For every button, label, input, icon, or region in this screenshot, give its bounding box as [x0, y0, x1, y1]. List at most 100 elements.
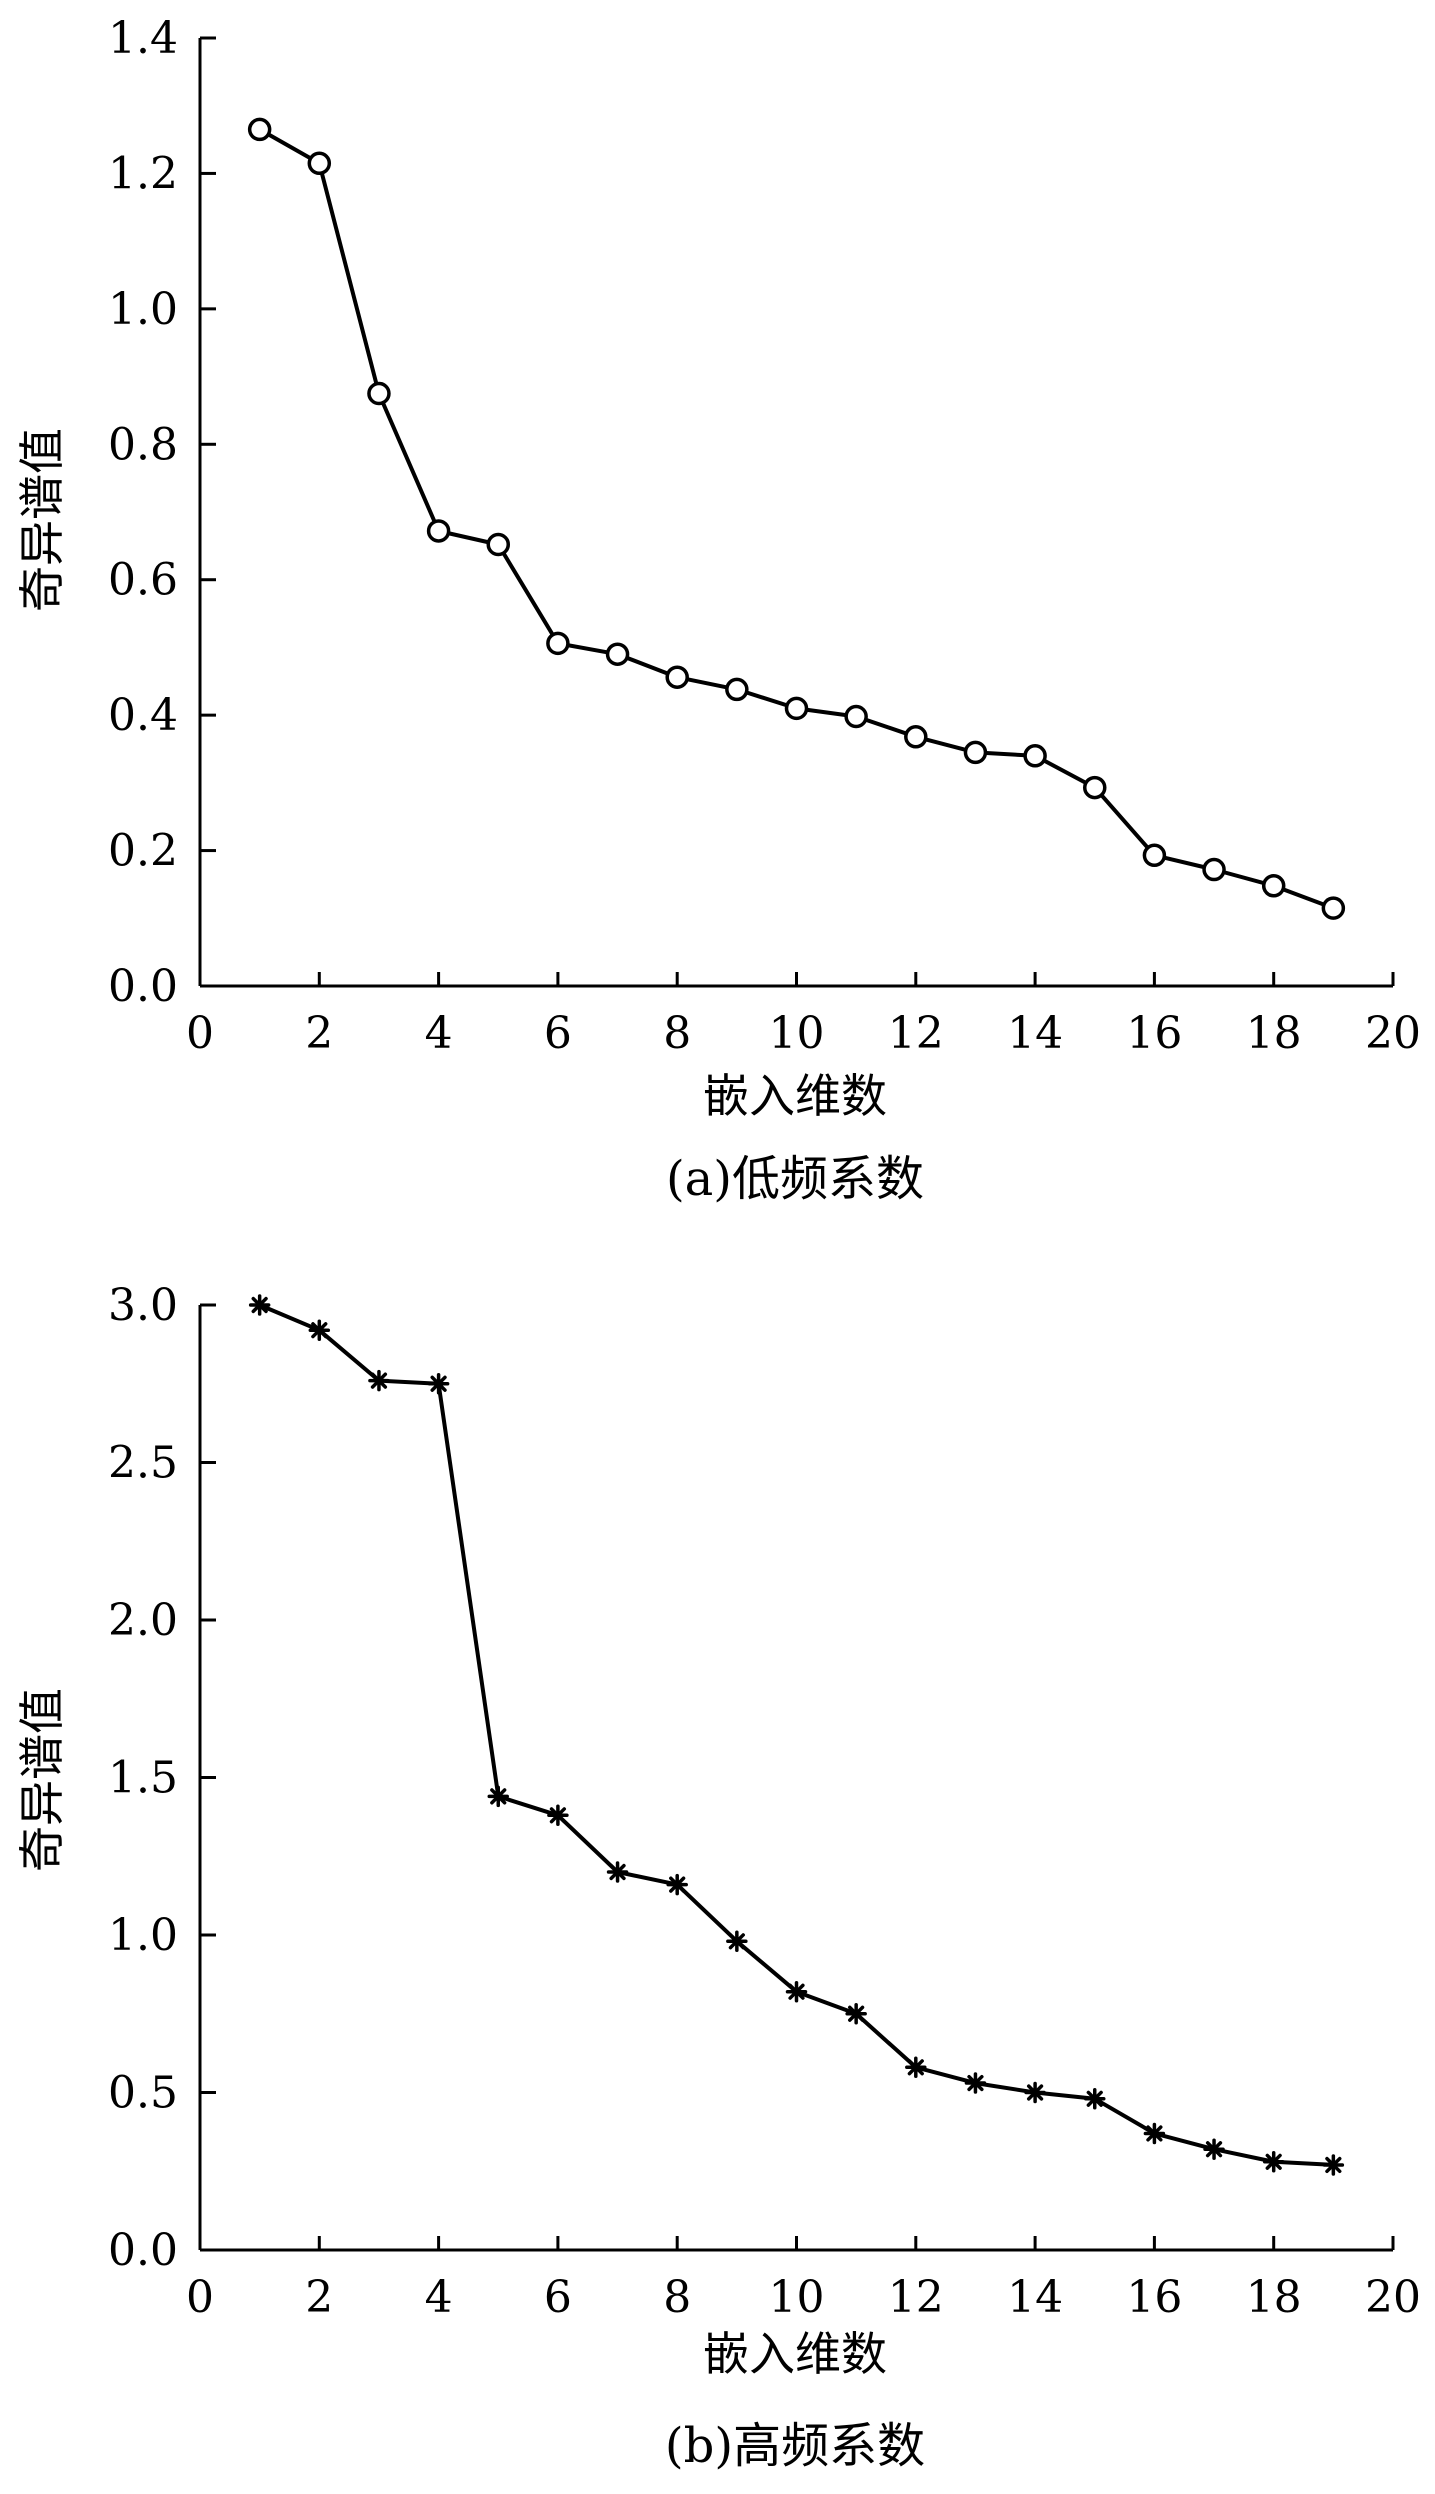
- data-point-circle: [1261, 874, 1286, 898]
- asterisk-stroke: [1086, 2090, 1103, 2107]
- x-tick-label: 16: [1126, 1008, 1182, 1059]
- asterisk-stroke: [430, 1375, 447, 1392]
- y-tick-label: 1.2: [108, 148, 178, 199]
- data-point-circle: [307, 151, 332, 176]
- y-tick-label: 0.2: [108, 826, 178, 877]
- data-point-asterisk: [487, 1785, 509, 1808]
- data-point-circle: [367, 381, 391, 406]
- data-point-asterisk: [1262, 2151, 1285, 2173]
- x-ticks: 0 2 4 6 8 10 12 14 16 18 20: [186, 2236, 1421, 2323]
- data-point-asterisk: [368, 1369, 390, 1392]
- x-tick-label: 6: [544, 1008, 572, 1059]
- asterisk-stroke: [728, 1933, 745, 1950]
- x-tick-label: 12: [888, 1008, 944, 1059]
- data-point-asterisk: [666, 1873, 688, 1896]
- chart-high-frequency: 0 2 4 6 8 10 12 14 16 18 20 0.00.51.01.52.02.53.0 …: [15, 1280, 1421, 2474]
- y-tick-label: 0.4: [108, 690, 178, 741]
- x-tick-label: 2: [305, 1008, 333, 1059]
- data-point-circle: [784, 696, 809, 721]
- asterisk-stroke: [609, 1863, 626, 1881]
- x-tick-label: 12: [888, 2272, 944, 2323]
- data-point-circle: [665, 665, 689, 689]
- data-point-asterisk: [248, 1294, 271, 1316]
- x-ticks: 0 2 4 6 8 10 12 14 16 18 20: [186, 972, 1421, 1059]
- series-line: [258, 127, 1335, 910]
- data-point-circle: [904, 725, 928, 749]
- data-point-asterisk: [606, 1861, 629, 1883]
- y-tick-label: 0.0: [108, 961, 178, 1012]
- y-ticks: 0.0 0.5 1.0 1.5 2.0 2.5 3.0: [108, 1280, 216, 2276]
- asterisk-stroke: [1026, 2084, 1044, 2101]
- data-point-circle: [1321, 896, 1346, 920]
- data-point-asterisk: [1084, 2088, 1106, 2110]
- data-point-asterisk: [427, 1373, 450, 1395]
- series-markers: [248, 1294, 1345, 2176]
- asterisk-stroke: [490, 1788, 507, 1805]
- x-tick-label: 10: [769, 2272, 825, 2323]
- x-axis-label: 嵌入维数: [703, 2327, 887, 2381]
- y-tick-label: 0.5: [108, 2068, 178, 2119]
- asterisk-stroke: [848, 2005, 865, 2022]
- y-tick-label: 1.0: [108, 1910, 178, 1961]
- x-tick-label: 2: [305, 2272, 333, 2323]
- asterisk-stroke: [311, 1322, 328, 1339]
- y-tick-label: 2.5: [108, 1438, 178, 1489]
- y-tick-label: 2.0: [108, 1595, 178, 1646]
- data-point-asterisk: [547, 1804, 569, 1827]
- data-point-circle: [546, 631, 570, 656]
- x-tick-label: 10: [769, 1008, 825, 1059]
- chart-caption: (a)低频系数: [666, 1151, 924, 1207]
- asterisk-stroke: [1265, 2153, 1282, 2170]
- data-point-asterisk: [905, 2056, 927, 2079]
- asterisk-stroke: [967, 2074, 984, 2092]
- data-point-asterisk: [308, 1319, 331, 1341]
- data-point-circle: [725, 677, 749, 702]
- axes: [198, 1305, 1393, 2252]
- data-point-asterisk: [845, 2003, 867, 2025]
- asterisk-stroke: [669, 1876, 686, 1893]
- x-tick-label: 0: [186, 2272, 214, 2323]
- x-tick-label: 6: [544, 2272, 572, 2323]
- data-point-asterisk: [726, 1930, 748, 1953]
- data-point-asterisk: [1203, 2138, 1225, 2160]
- x-tick-label: 8: [663, 2272, 691, 2323]
- x-tick-label: 16: [1126, 2272, 1182, 2323]
- x-tick-label: 4: [425, 1008, 453, 1059]
- x-tick-label: 14: [1007, 2272, 1063, 2323]
- x-tick-label: 20: [1365, 2272, 1421, 2323]
- y-axis-label: 奇异谱值: [15, 1688, 69, 1872]
- y-tick-label: 0.6: [108, 555, 178, 606]
- x-tick-label: 8: [663, 1008, 691, 1059]
- data-point-circle: [1202, 857, 1226, 882]
- data-point-circle: [1142, 843, 1167, 868]
- data-point-circle: [963, 740, 988, 765]
- y-tick-label: 3.0: [108, 1280, 178, 1331]
- x-tick-label: 20: [1365, 1008, 1421, 1059]
- asterisk-stroke: [1146, 2125, 1163, 2142]
- data-point-asterisk: [785, 1980, 808, 2003]
- x-tick-label: 14: [1007, 1008, 1063, 1059]
- asterisk-stroke: [1325, 2156, 1342, 2174]
- y-tick-label: 0.8: [108, 419, 178, 470]
- series-markers: [247, 117, 1346, 920]
- asterisk-stroke: [1205, 2141, 1223, 2158]
- data-point-asterisk: [964, 2072, 987, 2094]
- asterisk-stroke: [907, 2059, 924, 2076]
- data-point-circle: [247, 117, 272, 142]
- chart-caption: (b)高频系数: [665, 2418, 925, 2474]
- asterisk-stroke: [251, 1296, 268, 1314]
- asterisk-stroke: [370, 1372, 388, 1389]
- data-point-circle: [426, 519, 451, 543]
- y-tick-label: 1.0: [108, 284, 178, 335]
- x-tick-label: 18: [1246, 1008, 1302, 1059]
- series-line: [258, 1303, 1334, 2167]
- data-point-asterisk: [1143, 2122, 1166, 2145]
- asterisk-stroke: [788, 1983, 805, 2000]
- data-point-circle: [1083, 775, 1107, 800]
- data-point-circle: [605, 642, 630, 666]
- x-tick-label: 18: [1246, 2272, 1302, 2323]
- chart-low-frequency: 0 2 4 6 8 10 12 14 16 18 20 0.0 0.2 0.4 0.6 0.8 1.0 1.2 1…: [15, 13, 1421, 1207]
- data-point-asterisk: [1024, 2081, 1046, 2104]
- data-point-asterisk: [1322, 2154, 1345, 2176]
